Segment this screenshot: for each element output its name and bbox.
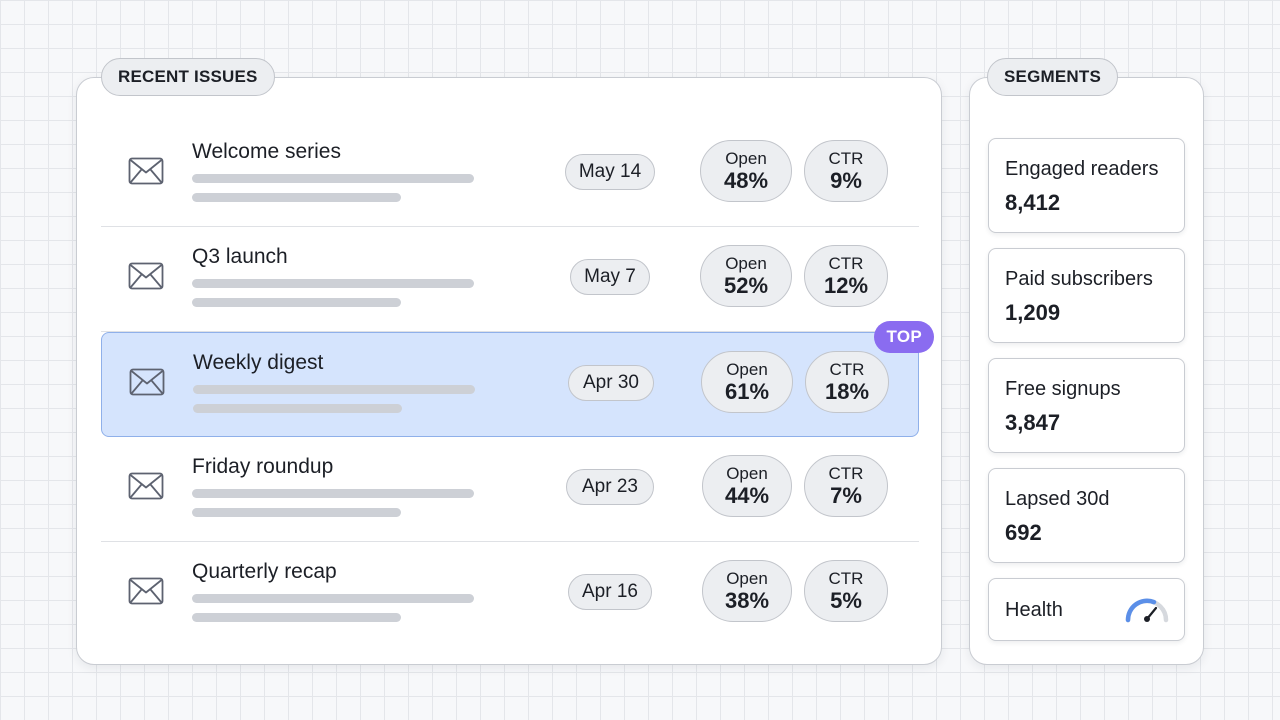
recent-issues-panel: RECENT ISSUES Welcome series May 14 Open…: [76, 58, 942, 665]
issue-row-friday-roundup[interactable]: Friday roundup Apr 23 Open 44% CTR 7%: [101, 437, 919, 542]
segment-card-engaged-readers[interactable]: Engaged readers 8,412: [988, 138, 1185, 233]
segment-label: Lapsed 30d: [1005, 488, 1110, 510]
issue-list: Welcome series May 14 Open 48% CTR 9% Q3…: [101, 122, 934, 647]
issue-date-pill: Apr 30: [568, 365, 654, 401]
ctr-label: CTR: [829, 360, 865, 379]
issue-title: Friday roundup: [192, 455, 334, 478]
issue-row-welcome-series[interactable]: Welcome series May 14 Open 48% CTR 9%: [101, 122, 919, 227]
segments-title: SEGMENTS: [987, 58, 1119, 96]
placeholder-line: [192, 298, 401, 307]
ctr-label: CTR: [828, 569, 864, 588]
ctr-label: CTR: [828, 149, 864, 168]
placeholder-line: [193, 404, 402, 413]
segment-card-lapsed-30d[interactable]: Lapsed 30d 692: [988, 468, 1185, 563]
issue-date-pill: May 14: [565, 154, 655, 190]
open-rate-label: Open: [726, 569, 768, 588]
health-card[interactable]: Health: [988, 578, 1185, 641]
issue-title: Welcome series: [192, 140, 341, 163]
segment-value: 3,847: [1005, 410, 1061, 435]
placeholder-line: [192, 489, 474, 498]
issue-date-pill: Apr 23: [566, 469, 654, 505]
segment-card-paid-subscribers[interactable]: Paid subscribers 1,209: [988, 248, 1185, 343]
envelope-icon: [128, 262, 164, 290]
open-rate-pill: Open 48%: [700, 140, 792, 202]
ctr-value: 7%: [830, 483, 862, 508]
placeholder-line: [192, 193, 401, 202]
segment-label: Paid subscribers: [1005, 268, 1153, 290]
placeholder-line: [192, 279, 474, 288]
issue-row-weekly-digest[interactable]: Weekly digest Apr 30 Open 61% CTR 18% TO…: [101, 321, 934, 437]
ctr-pill: CTR 7%: [804, 455, 888, 517]
envelope-icon: [129, 368, 165, 396]
issue-row-q3-launch[interactable]: Q3 launch May 7 Open 52% CTR 12%: [101, 227, 919, 332]
placeholder-line: [192, 508, 401, 517]
gauge-icon: [1125, 598, 1169, 623]
open-rate-label: Open: [726, 360, 768, 379]
envelope-icon: [128, 157, 164, 185]
ctr-pill: CTR 5%: [804, 560, 888, 622]
ctr-pill: CTR 18%: [805, 351, 889, 413]
segment-card-free-signups[interactable]: Free signups 3,847: [988, 358, 1185, 453]
segment-value: 8,412: [1005, 190, 1061, 215]
issue-title: Q3 launch: [192, 245, 288, 268]
placeholder-line: [192, 594, 474, 603]
open-rate-value: 61%: [724, 379, 770, 404]
ctr-value: 9%: [830, 168, 862, 193]
open-rate-pill: Open 52%: [700, 245, 792, 307]
open-rate-value: 48%: [723, 168, 769, 193]
segment-label: Engaged readers: [1005, 158, 1159, 180]
issue-title: Weekly digest: [193, 351, 324, 374]
top-badge: TOP: [874, 321, 934, 353]
placeholder-line: [192, 174, 474, 183]
issue-date-pill: May 7: [570, 259, 650, 295]
issue-date-pill: Apr 16: [568, 574, 652, 610]
placeholder-line: [192, 613, 401, 622]
recent-issues-title: RECENT ISSUES: [101, 58, 275, 96]
open-rate-value: 38%: [724, 588, 770, 613]
ctr-label: CTR: [828, 254, 864, 273]
ctr-value: 5%: [830, 588, 862, 613]
ctr-label: CTR: [828, 464, 864, 483]
open-rate-pill: Open 61%: [701, 351, 793, 413]
placeholder-line: [193, 385, 475, 394]
segments-panel: SEGMENTS Engaged readers 8,412 Paid subs…: [969, 58, 1204, 665]
open-rate-label: Open: [725, 149, 767, 168]
ctr-value: 12%: [823, 273, 869, 298]
health-label: Health: [1005, 599, 1063, 621]
open-rate-label: Open: [725, 254, 767, 273]
ctr-value: 18%: [824, 379, 870, 404]
envelope-icon: [128, 472, 164, 500]
segment-label: Free signups: [1005, 378, 1121, 400]
open-rate-value: 44%: [724, 483, 770, 508]
ctr-pill: CTR 12%: [804, 245, 888, 307]
segment-value: 692: [1005, 520, 1042, 545]
envelope-icon: [128, 577, 164, 605]
open-rate-pill: Open 38%: [702, 560, 792, 622]
issue-row-quarterly-recap[interactable]: Quarterly recap Apr 16 Open 38% CTR 5%: [101, 542, 919, 647]
segment-value: 1,209: [1005, 300, 1061, 325]
open-rate-value: 52%: [723, 273, 769, 298]
ctr-pill: CTR 9%: [804, 140, 888, 202]
open-rate-pill: Open 44%: [702, 455, 792, 517]
issue-title: Quarterly recap: [192, 560, 337, 583]
open-rate-label: Open: [726, 464, 768, 483]
